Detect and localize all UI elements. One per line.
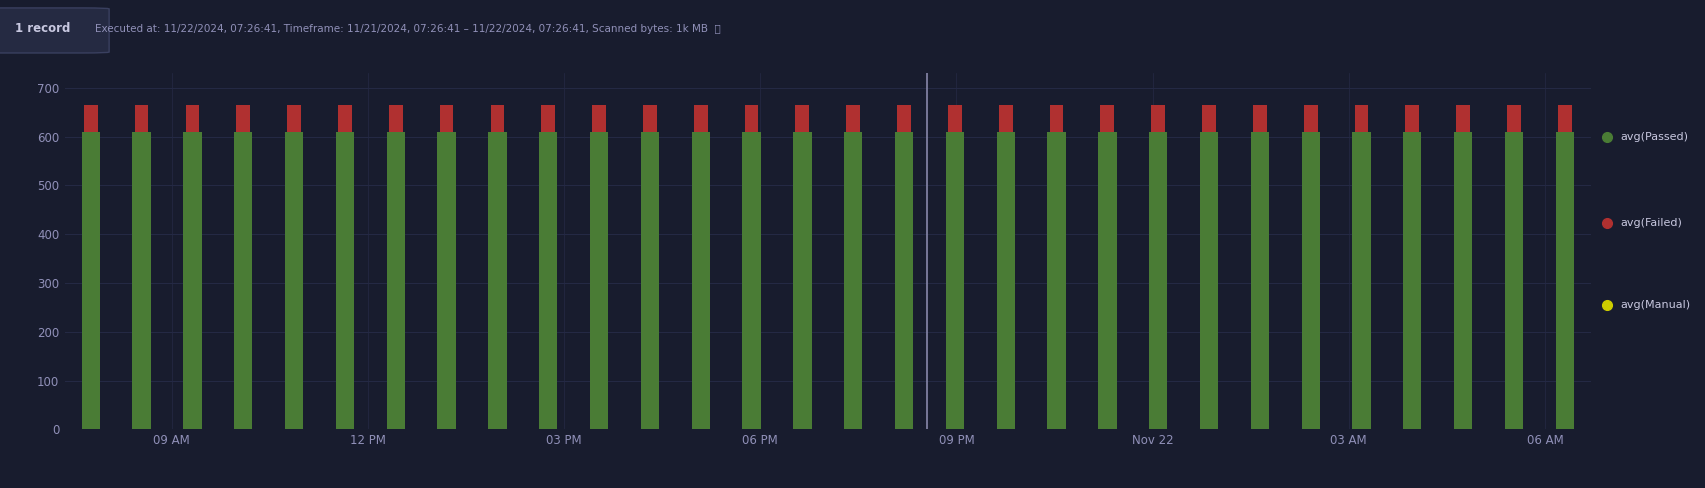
Bar	[1454, 132, 1473, 429]
Bar	[234, 132, 252, 429]
Bar	[946, 132, 963, 429]
Bar	[389, 105, 402, 132]
Bar	[1507, 105, 1521, 132]
Bar	[1047, 132, 1066, 429]
Bar	[895, 132, 914, 429]
Bar	[186, 105, 199, 132]
Bar	[1149, 132, 1168, 429]
Bar	[82, 132, 101, 429]
Bar	[844, 132, 863, 429]
Bar	[641, 132, 660, 429]
Bar	[1098, 132, 1117, 429]
Bar	[1355, 105, 1369, 132]
Bar	[438, 132, 455, 429]
Text: Executed at: 11/22/2024, 07:26:41, Timeframe: 11/21/2024, 07:26:41 – 11/22/2024,: Executed at: 11/22/2024, 07:26:41, Timef…	[95, 23, 721, 34]
Bar	[1200, 132, 1217, 429]
Bar	[745, 105, 759, 132]
Bar	[338, 105, 351, 132]
Bar	[1301, 132, 1320, 429]
Bar	[590, 132, 609, 429]
Bar	[897, 105, 910, 132]
Bar	[491, 105, 505, 132]
Bar	[135, 105, 148, 132]
Bar	[542, 105, 556, 132]
Bar	[793, 132, 812, 429]
Bar	[1456, 105, 1470, 132]
Bar	[742, 132, 760, 429]
Bar	[84, 105, 97, 132]
Bar	[1555, 132, 1574, 429]
FancyBboxPatch shape	[0, 8, 109, 53]
Bar	[999, 105, 1013, 132]
Bar	[1100, 105, 1113, 132]
Bar	[1405, 105, 1419, 132]
Bar	[846, 105, 859, 132]
Bar	[440, 105, 454, 132]
Bar	[488, 132, 506, 429]
Bar	[285, 132, 303, 429]
Bar	[286, 105, 300, 132]
Bar	[1050, 105, 1064, 132]
Bar	[996, 132, 1014, 429]
Bar	[387, 132, 404, 429]
Bar	[1202, 105, 1216, 132]
Bar	[796, 105, 810, 132]
Bar	[1304, 105, 1318, 132]
Bar	[182, 132, 201, 429]
Bar	[643, 105, 656, 132]
Bar	[692, 132, 709, 429]
Bar	[592, 105, 605, 132]
Bar	[1253, 105, 1267, 132]
Text: avg(Passed): avg(Passed)	[1621, 132, 1688, 142]
Text: 1 record: 1 record	[15, 22, 70, 35]
Bar	[1506, 132, 1523, 429]
Bar	[1352, 132, 1371, 429]
Text: avg(Failed): avg(Failed)	[1621, 218, 1683, 228]
Bar	[336, 132, 355, 429]
Bar	[948, 105, 962, 132]
Bar	[1151, 105, 1165, 132]
Bar	[1558, 105, 1572, 132]
Bar	[539, 132, 558, 429]
Bar	[1251, 132, 1269, 429]
Bar	[694, 105, 708, 132]
Bar	[1403, 132, 1422, 429]
Bar	[237, 105, 251, 132]
Bar	[133, 132, 150, 429]
Text: avg(Manual): avg(Manual)	[1621, 300, 1691, 310]
